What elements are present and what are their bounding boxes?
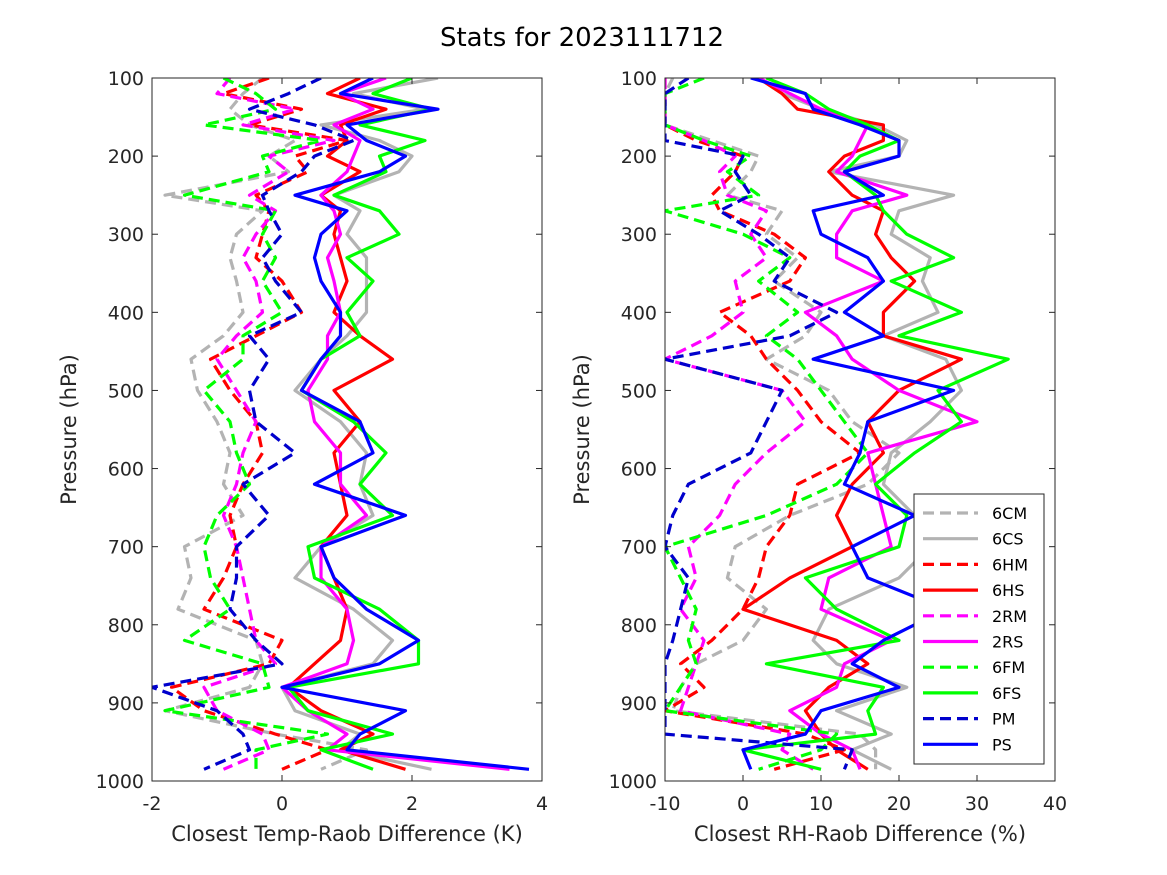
legend-label-6fm: 6FM (992, 658, 1025, 677)
rh-axis-ticks: -10 0 10 20 30 40 100 200 300 400 500 600 700 800 900 1… (609, 68, 1067, 815)
temperature-x-axis-label: Closest Temp-Raob Difference (K) (171, 822, 523, 846)
temperature-x-tick-label: 4 (536, 793, 548, 815)
rh-y-tick-label: 1000 (609, 771, 657, 793)
rh-series-2rs (757, 78, 979, 770)
rh-y-tick-label: 100 (621, 68, 657, 90)
temperature-series-6hm (169, 78, 349, 771)
rh-series-ps (741, 78, 956, 770)
rh-series-6fs (741, 78, 1010, 771)
rh-x-tick-label: 40 (1043, 793, 1067, 815)
legend: 6CM 6CS 6HM 6HS 2RM 2RS 6FM 6FS PM PS (913, 493, 1045, 765)
rh-x-tick-label: -10 (649, 793, 680, 815)
temperature-axis-ticks: -2 0 2 4 100 200 300 400 500 600 700 800 900 1000 (96, 68, 548, 815)
temperature-y-tick-label: 200 (108, 146, 144, 168)
figure-title: Stats for 2023111712 (440, 23, 724, 53)
rh-panel: -10 0 10 20 30 40 100 200 300 400 500 600 700 800 900 1… (570, 68, 1067, 846)
temperature-y-tick-label: 300 (108, 224, 144, 246)
legend-label-pm: PM (992, 710, 1015, 729)
legend-box (913, 493, 1045, 765)
rh-x-tick-label: 20 (887, 793, 911, 815)
rh-series-6cm (665, 78, 901, 770)
rh-x-tick-label: 10 (809, 793, 833, 815)
rh-y-tick-label: 700 (621, 537, 657, 559)
rh-y-tick-label: 300 (621, 224, 657, 246)
temperature-series-2rs (280, 78, 510, 771)
rh-series-6fm (665, 78, 870, 771)
rh-series-6hm (665, 78, 862, 771)
rh-y-tick-label: 900 (621, 693, 657, 715)
temperature-series-lines (152, 78, 530, 771)
rh-y-axis-label: Pressure (hPa) (570, 354, 594, 505)
temperature-x-tick-label: -2 (143, 793, 162, 815)
legend-label-2rm: 2RM (992, 607, 1027, 626)
legend-label-6hm: 6HM (992, 555, 1028, 574)
rh-axes-box (664, 77, 1056, 782)
temperature-y-tick-label: 800 (108, 615, 144, 637)
temperature-y-tick-label: 700 (108, 537, 144, 559)
temperature-series-6fm (163, 78, 330, 770)
legend-label-6fs: 6FS (992, 684, 1021, 703)
legend-label-6hs: 6HS (992, 581, 1024, 600)
rh-y-tick-label: 800 (621, 615, 657, 637)
rh-series-pm (665, 78, 854, 770)
rh-series-lines (665, 78, 1010, 771)
temperature-y-tick-label: 900 (108, 693, 144, 715)
legend-label-ps: PS (992, 735, 1012, 754)
rh-y-tick-label: 200 (621, 146, 657, 168)
legend-label-6cm: 6CM (992, 504, 1027, 523)
legend-label-6cs: 6CS (992, 530, 1024, 549)
rh-y-tick-label: 500 (621, 380, 657, 402)
temperature-y-tick-label: 1000 (96, 771, 144, 793)
temperature-series-6hs (286, 78, 406, 771)
rh-x-axis-label: Closest RH-Raob Difference (%) (694, 822, 1026, 846)
legend-label-2rs: 2RS (992, 633, 1023, 652)
temperature-y-tick-label: 400 (108, 302, 144, 324)
temperature-x-tick-label: 2 (406, 793, 418, 815)
temperature-x-tick-label: 0 (276, 793, 288, 815)
temperature-axes-box (151, 77, 543, 782)
rh-x-tick-label: 30 (965, 793, 989, 815)
temperature-panel: -2 0 2 4 100 200 300 400 500 600 700 800 900 1000 Clo… (57, 68, 548, 846)
temperature-series-ps (280, 78, 530, 771)
rh-y-tick-label: 600 (621, 459, 657, 481)
temperature-y-tick-label: 100 (108, 68, 144, 90)
temperature-y-axis-label: Pressure (hPa) (57, 354, 81, 505)
temperature-series-pm (152, 78, 356, 771)
temperature-y-tick-label: 500 (108, 380, 144, 402)
rh-x-tick-label: 0 (737, 793, 749, 815)
temperature-y-tick-label: 600 (108, 459, 144, 481)
rh-y-tick-label: 400 (621, 302, 657, 324)
